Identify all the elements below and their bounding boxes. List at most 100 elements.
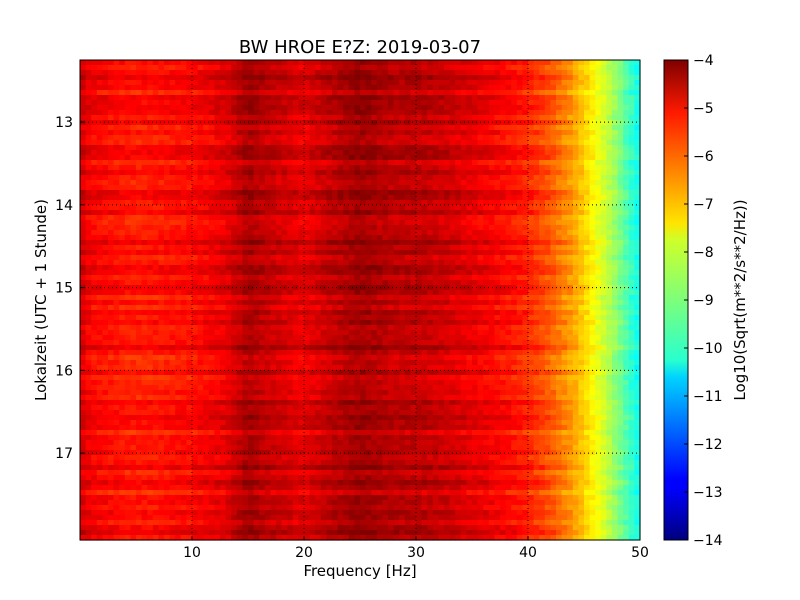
heatmap-cell <box>348 100 355 106</box>
heatmap-cell <box>449 210 456 216</box>
heatmap-cell <box>612 95 619 101</box>
heatmap-cell <box>472 195 479 201</box>
heatmap-cell <box>186 135 193 141</box>
heatmap-cell <box>472 275 479 281</box>
heatmap-cell <box>455 80 462 86</box>
heatmap-cell <box>528 145 535 151</box>
heatmap-cell <box>281 220 288 226</box>
heatmap-cell <box>197 120 204 126</box>
heatmap-cell <box>102 305 109 311</box>
heatmap-cell <box>348 85 355 91</box>
heatmap-cell <box>376 250 383 256</box>
heatmap-cell <box>343 235 350 241</box>
heatmap-cell <box>365 295 372 301</box>
heatmap-cell <box>108 175 115 181</box>
heatmap-cell <box>488 230 495 236</box>
heatmap-cell <box>595 235 602 241</box>
heatmap-cell <box>287 105 294 111</box>
heatmap-cell <box>634 175 641 181</box>
heatmap-cell <box>343 240 350 246</box>
heatmap-cell <box>455 270 462 276</box>
heatmap-cell <box>220 190 227 196</box>
heatmap-cell <box>287 60 294 66</box>
heatmap-cell <box>500 275 507 281</box>
heatmap-cell <box>500 100 507 106</box>
heatmap-cell <box>432 150 439 156</box>
heatmap-cell <box>584 80 591 86</box>
heatmap-cell <box>460 160 467 166</box>
heatmap-cell <box>550 145 557 151</box>
heatmap-cell <box>528 260 535 266</box>
heatmap-cell <box>511 130 518 136</box>
heatmap-cell <box>337 130 344 136</box>
heatmap-cell <box>393 80 400 86</box>
heatmap-cell <box>354 145 361 151</box>
heatmap-cell <box>516 160 523 166</box>
heatmap-cell <box>197 220 204 226</box>
heatmap-cell <box>606 210 613 216</box>
heatmap-cell <box>589 145 596 151</box>
heatmap-cell <box>332 130 339 136</box>
heatmap-cell <box>197 175 204 181</box>
heatmap-cell <box>186 220 193 226</box>
heatmap-cell <box>572 165 579 171</box>
heatmap-cell <box>572 135 579 141</box>
heatmap-cell <box>242 285 249 291</box>
heatmap-cell <box>382 280 389 286</box>
heatmap-cell <box>600 290 607 296</box>
heatmap-cell <box>578 65 585 71</box>
heatmap-cell <box>539 230 546 236</box>
heatmap-cell <box>376 290 383 296</box>
heatmap-cell <box>472 260 479 266</box>
heatmap-cell <box>108 215 115 221</box>
heatmap-cell <box>382 175 389 181</box>
heatmap-cell <box>567 260 574 266</box>
heatmap-cell <box>141 300 148 306</box>
heatmap-cell <box>270 275 277 281</box>
heatmap-cell <box>214 160 221 166</box>
heatmap-cell <box>589 210 596 216</box>
heatmap-cell <box>511 80 518 86</box>
heatmap-cell <box>623 285 630 291</box>
heatmap-cell <box>208 70 215 76</box>
heatmap-cell <box>494 235 501 241</box>
heatmap-cell <box>522 270 529 276</box>
heatmap-cell <box>130 265 137 271</box>
heatmap-cell <box>460 220 467 226</box>
heatmap-cell <box>393 180 400 186</box>
heatmap-cell <box>264 85 271 91</box>
heatmap-cell <box>388 225 395 231</box>
heatmap-cell <box>281 150 288 156</box>
heatmap-cell <box>192 195 199 201</box>
heatmap-cell <box>516 165 523 171</box>
heatmap-cell <box>231 200 238 206</box>
heatmap-cell <box>376 100 383 106</box>
heatmap-cell <box>80 175 87 181</box>
heatmap-cell <box>141 110 148 116</box>
heatmap-cell <box>158 100 165 106</box>
heatmap-cell <box>152 290 159 296</box>
heatmap-cell <box>612 185 619 191</box>
heatmap-cell <box>186 120 193 126</box>
heatmap-cell <box>376 225 383 231</box>
heatmap-cell <box>410 300 417 306</box>
heatmap-cell <box>399 265 406 271</box>
heatmap-cell <box>141 195 148 201</box>
heatmap-cell <box>186 230 193 236</box>
heatmap-cell <box>522 60 529 66</box>
heatmap-cell <box>169 155 176 161</box>
heatmap-cell <box>466 105 473 111</box>
heatmap-cell <box>539 75 546 81</box>
heatmap-cell <box>354 285 361 291</box>
heatmap-cell <box>264 155 271 161</box>
heatmap-cell <box>264 130 271 136</box>
heatmap-cell <box>147 150 154 156</box>
heatmap-cell <box>432 305 439 311</box>
heatmap-cell <box>455 260 462 266</box>
heatmap-cell <box>628 260 635 266</box>
heatmap-cell <box>108 260 115 266</box>
heatmap-cell <box>309 115 316 121</box>
heatmap-cell <box>208 195 215 201</box>
heatmap-cell <box>606 125 613 131</box>
heatmap-cell <box>102 120 109 126</box>
